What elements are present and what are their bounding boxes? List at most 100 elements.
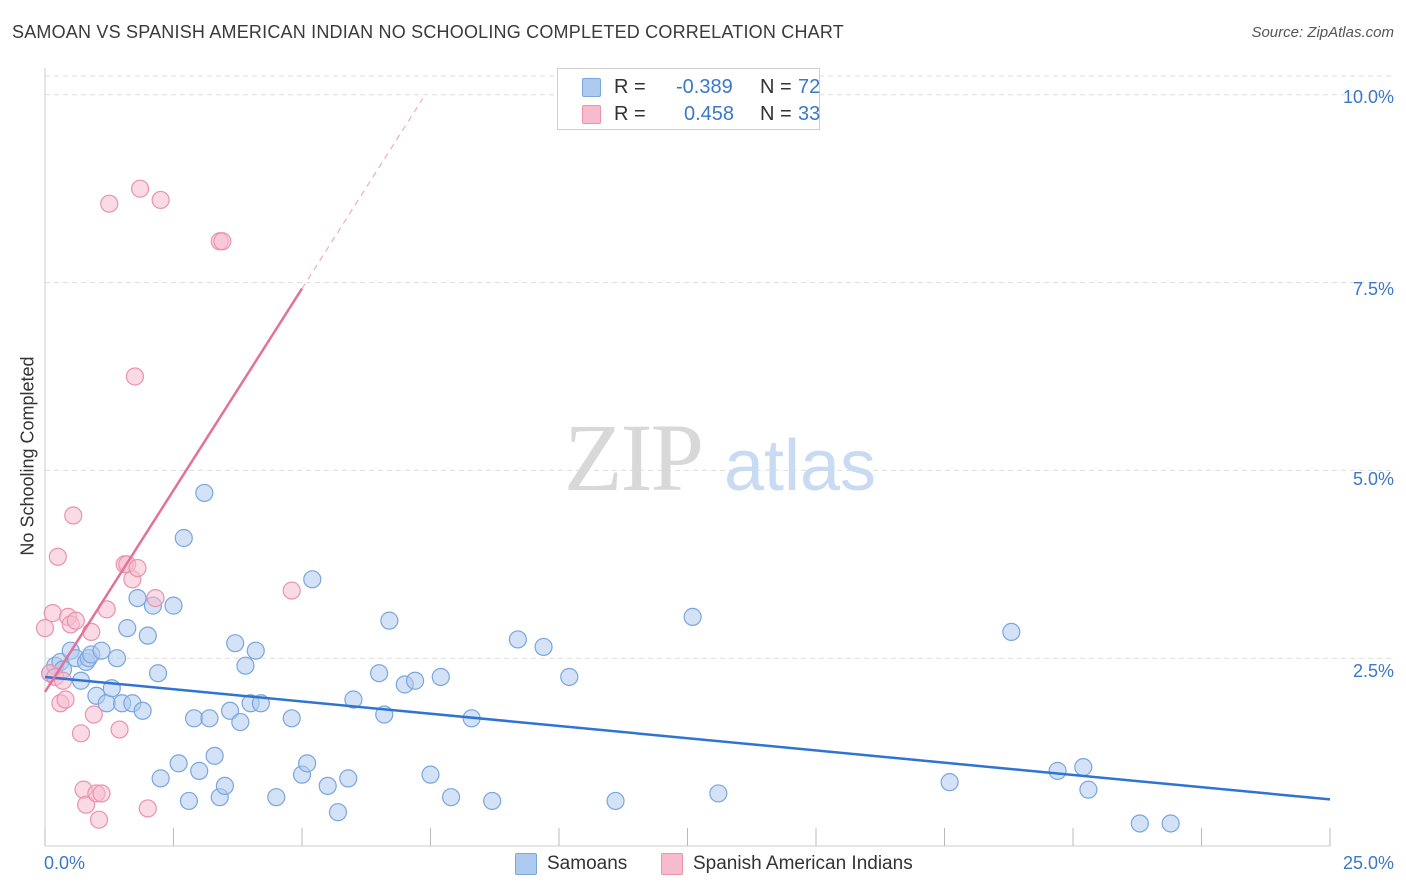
spanish-american-indians-point (89, 810, 109, 829)
y-tick-label: 7.5% (1352, 279, 1394, 299)
samoans-point (560, 667, 579, 687)
samoans-point (344, 690, 363, 709)
watermark: ZIP atlas (564, 404, 876, 511)
samoans-point (164, 596, 183, 615)
samoans-point (441, 788, 461, 807)
spanish-american-indians-swatch (582, 105, 601, 124)
samoans-point (215, 776, 234, 796)
watermark-atlas: atlas (724, 426, 876, 506)
spanish-american-indians-point (130, 179, 150, 198)
samoans-point (380, 611, 399, 630)
n-value: 33 (798, 102, 821, 125)
samoans-point (118, 619, 137, 638)
samoans-point (431, 667, 450, 687)
spanish-american-indians-point (84, 705, 103, 724)
correlation-stats-box: R = -0.389 N = 72 R = 0.458 N = 33 (557, 68, 820, 130)
n-value: 72 (798, 75, 821, 98)
spanish-american-indians-trend-line (43, 287, 304, 693)
spanish-american-indians-point (213, 232, 232, 251)
spanish-american-indians-trend-extension (301, 98, 424, 289)
samoans-point (534, 637, 553, 657)
samoans-point (220, 701, 240, 720)
samoans-trend-line (44, 675, 1331, 801)
spanish-american-indians-point (56, 690, 75, 709)
samoans-point (508, 630, 527, 649)
samoans-point (138, 626, 157, 645)
samoans-point (298, 754, 317, 773)
spanish-american-indians-points (35, 179, 301, 829)
samoans-point (405, 671, 425, 690)
y-tick-label: 5.0% (1352, 469, 1394, 489)
samoans-point (231, 712, 250, 732)
samoans-point (303, 570, 322, 589)
spanish-american-indians-point (138, 799, 157, 818)
samoans-point (179, 791, 199, 811)
spanish-american-indians-point (282, 581, 301, 600)
samoans-point (1161, 814, 1180, 833)
samoans-swatch (582, 78, 601, 97)
samoans-point (339, 769, 358, 788)
n-label: N = (760, 102, 792, 125)
legend-label-samoans: Samoans (547, 853, 628, 874)
samoans-point (1130, 814, 1149, 833)
legend-label-spanish-american-indians: Spanish American Indians (693, 853, 913, 874)
trend-lines (43, 98, 1331, 801)
x-tick-label: 25.0% (1342, 853, 1394, 873)
x-tick-label: 0.0% (44, 853, 86, 873)
spanish-american-indians-point (77, 795, 96, 814)
samoans-point (169, 754, 188, 773)
spanish-american-indians-point (43, 604, 62, 623)
samoans-point (236, 656, 255, 675)
spanish-american-indians-point (82, 622, 101, 642)
samoans-point (940, 773, 959, 792)
samoans-point (128, 588, 147, 608)
spanish-american-indians-point (92, 784, 111, 803)
y-axis-label: No Schooling Completed (17, 356, 38, 556)
samoans-point (174, 528, 193, 548)
spanish-american-indians-point (146, 588, 165, 608)
spanish-american-indians-point (125, 367, 145, 386)
samoans-point (483, 791, 502, 811)
source-credit: Source: ZipAtlas.com (1251, 24, 1394, 41)
samoans-point (1074, 758, 1093, 777)
samoans-point (151, 769, 170, 788)
samoans-point (421, 765, 440, 784)
legend-item-spanish-american-indians: Spanish American Indians (661, 851, 913, 877)
samoans-point (1079, 780, 1098, 799)
watermark-zip: ZIP (564, 404, 702, 511)
r-label: R = (614, 102, 646, 125)
legend-item-samoans: Samoans (515, 851, 627, 877)
r-value: -0.389 (676, 75, 733, 98)
spanish-american-indians-point (100, 194, 119, 213)
n-label: N = (760, 75, 792, 98)
r-label: R = (614, 75, 646, 98)
samoans-point (1002, 622, 1021, 642)
samoans-point (107, 649, 127, 668)
samoans-point (328, 803, 348, 822)
samoans-point (267, 788, 286, 807)
samoans-point (318, 776, 337, 796)
spanish-american-indians-point (71, 724, 91, 743)
samoans-point (683, 607, 702, 626)
y-tick-label: 2.5% (1352, 661, 1394, 681)
y-tick-label: 10.0% (1342, 87, 1394, 107)
legend-swatch-spanish-american-indians (661, 853, 683, 875)
samoans-point (92, 641, 111, 660)
samoans-point (133, 701, 152, 720)
gridlines (45, 75, 1392, 659)
spanish-american-indians-point (48, 547, 67, 566)
samoans-point (246, 641, 265, 660)
spanish-american-indians-point (64, 506, 83, 525)
spanish-american-indians-point (151, 190, 170, 210)
spanish-american-indians-point (66, 611, 85, 630)
samoans-points (41, 483, 1180, 833)
spanish-american-indians-point (35, 619, 55, 638)
samoans-point (184, 709, 204, 728)
samoans-point (606, 791, 625, 811)
samoans-point (205, 746, 224, 765)
samoans-point (709, 784, 728, 803)
spanish-american-indians-point (110, 720, 129, 739)
samoans-point (1048, 761, 1067, 780)
samoans-point (226, 634, 245, 653)
